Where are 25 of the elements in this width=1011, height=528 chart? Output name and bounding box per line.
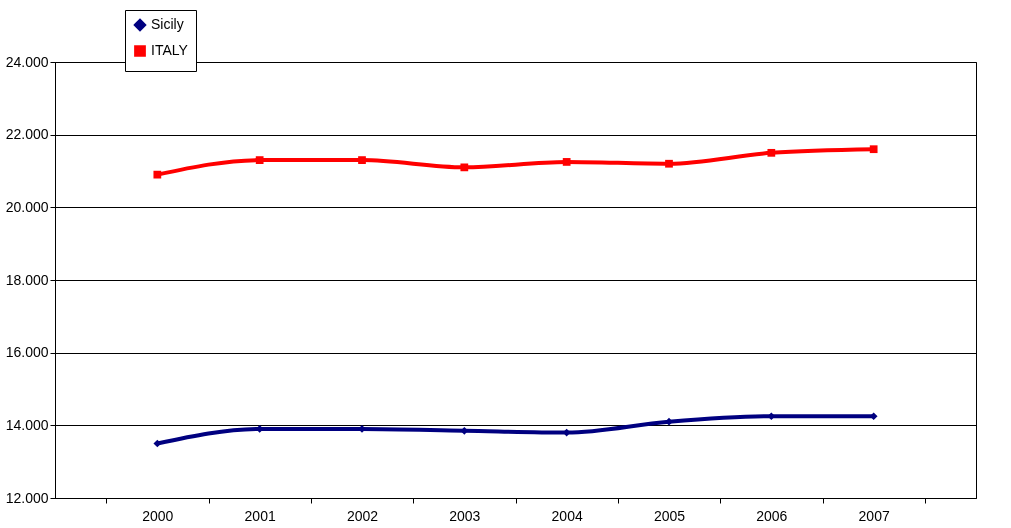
point — [562, 158, 571, 166]
y-tick-label: 22.000 — [5, 126, 49, 143]
point — [665, 159, 673, 168]
point — [358, 156, 366, 164]
legend-label: Sicily — [151, 16, 184, 32]
y-tick-label: 18.000 — [5, 271, 49, 288]
point — [460, 163, 469, 172]
y-tick-label: 14.000 — [5, 416, 49, 433]
x-tick-label: 2005 — [653, 507, 686, 524]
x-tick-label: 2004 — [551, 507, 583, 524]
x-tick-label: 2003 — [449, 507, 481, 524]
point — [869, 145, 878, 154]
point — [767, 148, 776, 157]
point — [153, 170, 162, 179]
point — [255, 156, 264, 164]
y-tick-label: 20.000 — [5, 198, 49, 215]
x-tick-label: 2007 — [858, 507, 890, 524]
x-tick-label: 2006 — [756, 507, 788, 524]
legend-label: ITALY — [151, 42, 189, 58]
y-tick-label: 12.000 — [5, 489, 49, 506]
x-tick-label: 2000 — [142, 507, 174, 524]
y-tick-label: 24.000 — [5, 53, 49, 70]
x-tick-label: 2002 — [346, 507, 379, 524]
y-tick-label: 16.000 — [5, 344, 49, 361]
x-tick-label: 2001 — [244, 507, 276, 524]
